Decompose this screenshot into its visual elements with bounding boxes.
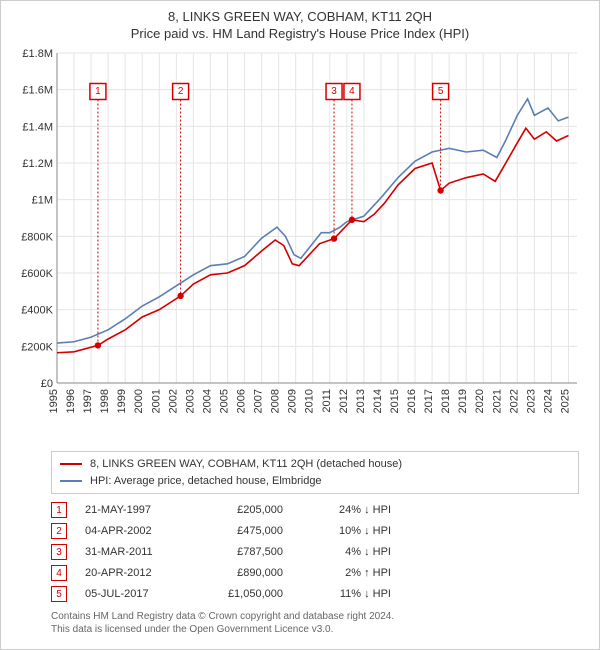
svg-text:1995: 1995 [48,389,60,413]
svg-text:£1.8M: £1.8M [22,48,53,60]
svg-text:£800K: £800K [21,231,53,243]
svg-text:4: 4 [349,86,355,97]
svg-text:2007: 2007 [253,389,265,413]
svg-text:£400K: £400K [21,305,53,317]
svg-text:2014: 2014 [372,389,384,413]
sale-number: 1 [51,502,67,518]
sale-price: £205,000 [193,500,283,521]
legend-swatch [60,480,82,482]
svg-text:2006: 2006 [236,389,248,413]
sale-diff: 2% ↑ HPI [301,563,391,584]
chart-card: 8, LINKS GREEN WAY, COBHAM, KT11 2QH Pri… [0,0,600,650]
svg-text:2025: 2025 [559,389,571,413]
sale-price: £475,000 [193,521,283,542]
chart-title: 8, LINKS GREEN WAY, COBHAM, KT11 2QH [11,9,589,24]
sale-price: £890,000 [193,563,283,584]
legend-row: HPI: Average price, detached house, Elmb… [60,473,570,490]
svg-text:2020: 2020 [474,389,486,413]
svg-text:1998: 1998 [99,389,111,413]
sale-date: 21-MAY-1997 [85,500,175,521]
legend: 8, LINKS GREEN WAY, COBHAM, KT11 2QH (de… [51,451,579,494]
svg-text:2024: 2024 [542,389,554,413]
svg-text:2013: 2013 [355,389,367,413]
sale-date: 05-JUL-2017 [85,584,175,605]
sale-date: 20-APR-2012 [85,563,175,584]
svg-text:2010: 2010 [304,389,316,413]
svg-text:2000: 2000 [133,389,145,413]
svg-text:1997: 1997 [82,389,94,413]
sale-row: 2 04-APR-2002 £475,000 10% ↓ HPI [51,521,579,542]
svg-text:2003: 2003 [184,389,196,413]
legend-swatch [60,463,82,465]
svg-text:£200K: £200K [21,341,53,353]
svg-text:2: 2 [178,86,184,97]
svg-text:£600K: £600K [21,268,53,280]
legend-label: 8, LINKS GREEN WAY, COBHAM, KT11 2QH (de… [90,456,402,473]
svg-text:2016: 2016 [406,389,418,413]
svg-text:1996: 1996 [65,389,77,413]
sale-number: 4 [51,565,67,581]
svg-text:2015: 2015 [389,389,401,413]
svg-text:2002: 2002 [167,389,179,413]
svg-text:3: 3 [331,86,337,97]
svg-text:2021: 2021 [491,389,503,413]
legend-label: HPI: Average price, detached house, Elmb… [90,473,322,490]
sale-row: 3 31-MAR-2011 £787,500 4% ↓ HPI [51,542,579,563]
legend-row: 8, LINKS GREEN WAY, COBHAM, KT11 2QH (de… [60,456,570,473]
chart-subtitle: Price paid vs. HM Land Registry's House … [11,26,589,41]
svg-text:2018: 2018 [440,389,452,413]
sale-row: 1 21-MAY-1997 £205,000 24% ↓ HPI [51,500,579,521]
svg-text:1: 1 [95,86,101,97]
footnote: Contains HM Land Registry data © Crown c… [51,610,589,636]
svg-text:2005: 2005 [218,389,230,413]
svg-text:2017: 2017 [423,389,435,413]
sale-number: 5 [51,586,67,602]
sale-row: 5 05-JUL-2017 £1,050,000 11% ↓ HPI [51,584,579,605]
svg-text:2023: 2023 [525,389,537,413]
sale-date: 31-MAR-2011 [85,542,175,563]
svg-text:2008: 2008 [270,389,282,413]
svg-text:2022: 2022 [508,389,520,413]
svg-text:£1.6M: £1.6M [22,85,53,97]
sale-number: 3 [51,544,67,560]
line-chart-svg: £0 £200K £400K £600K £800K £1M £1.2M £1.4M £1.6M… [11,45,589,445]
svg-text:£1M: £1M [32,195,53,207]
svg-text:2009: 2009 [287,389,299,413]
svg-text:2011: 2011 [321,389,333,413]
sale-diff: 4% ↓ HPI [301,542,391,563]
footnote-line-2: This data is licensed under the Open Gov… [51,624,333,635]
sales-table: 1 21-MAY-1997 £205,000 24% ↓ HPI 2 04-APR-200… [51,500,579,604]
chart-area: £0 £200K £400K £600K £800K £1M £1.2M £1.4M £1.6M… [11,45,589,445]
svg-text:2004: 2004 [201,389,213,413]
svg-text:5: 5 [438,86,444,97]
svg-text:1999: 1999 [116,389,128,413]
sale-date: 04-APR-2002 [85,521,175,542]
sale-diff: 11% ↓ HPI [301,584,391,605]
sale-price: £1,050,000 [193,584,283,605]
sale-price: £787,500 [193,542,283,563]
sale-diff: 10% ↓ HPI [301,521,391,542]
sale-diff: 24% ↓ HPI [301,500,391,521]
svg-text:£1.4M: £1.4M [22,121,53,133]
sale-row: 4 20-APR-2012 £890,000 2% ↑ HPI [51,563,579,584]
svg-text:£1.2M: £1.2M [22,158,53,170]
svg-text:£0: £0 [41,378,53,390]
svg-text:2019: 2019 [457,389,469,413]
svg-text:2012: 2012 [338,389,350,413]
svg-text:2001: 2001 [150,389,162,413]
footnote-line-1: Contains HM Land Registry data © Crown c… [51,611,394,622]
sale-number: 2 [51,523,67,539]
